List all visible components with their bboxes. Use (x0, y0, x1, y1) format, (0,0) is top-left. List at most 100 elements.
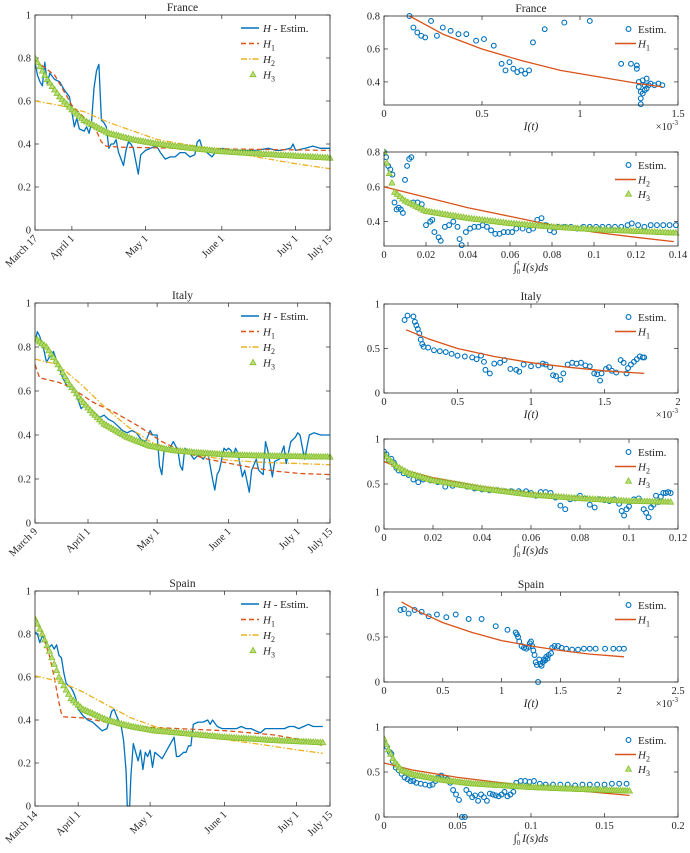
legend-label: H2 (262, 342, 275, 356)
data-point (425, 344, 432, 351)
legend-item[interactable]: H1 (615, 39, 650, 53)
data-point (492, 623, 499, 630)
data-point (391, 199, 398, 206)
data-point (502, 67, 509, 74)
x-tick-label: 2.5 (671, 686, 684, 697)
data-point (455, 31, 462, 38)
legend-label: Estim. (638, 24, 667, 36)
y-tick-label: 0.8 (18, 343, 31, 354)
legend-item[interactable]: Estim. (625, 600, 667, 612)
data-point (621, 512, 628, 519)
legend-var: H (637, 39, 647, 51)
y-tick-label: 1 (26, 587, 31, 598)
legend-item[interactable]: H2 (241, 54, 275, 68)
data-point (633, 356, 640, 363)
legend-item[interactable]: H2 (615, 462, 650, 476)
data-point (408, 154, 415, 161)
legend-suffix: Estim. (638, 600, 667, 612)
data-point (437, 237, 444, 244)
y-tick-label: 0.2 (18, 475, 31, 486)
data-point (561, 19, 568, 26)
data-point (483, 797, 490, 804)
legend-label: Estim. (638, 160, 667, 172)
data-point (413, 322, 420, 329)
data-point (562, 506, 569, 513)
legend-item[interactable]: H2 (615, 750, 650, 764)
triangle-marker (384, 745, 393, 753)
triangle-marker (387, 750, 395, 757)
integral-upper: t (517, 542, 519, 550)
triangle-marker (40, 635, 49, 643)
legend-item[interactable]: H1 (241, 327, 275, 341)
legend-item[interactable]: H3 (624, 764, 650, 778)
data-point (520, 361, 527, 368)
data-point (659, 82, 666, 89)
chart-title: France (167, 2, 198, 14)
x-tick-label: 0.12 (669, 533, 687, 544)
legend-item[interactable]: H1 (615, 615, 650, 629)
legend-item[interactable]: Estim. (625, 24, 667, 36)
legend-sub: 2 (646, 180, 650, 189)
legend-item[interactable]: Estim. (625, 312, 667, 324)
triangle-marker (666, 497, 675, 505)
panel-spain-time: Spain March 14 April 1 May 1 June 1 July 1 Jul… (4, 578, 335, 846)
series-estim (384, 740, 630, 820)
legend-item[interactable]: H2 (241, 630, 275, 644)
data-point (597, 377, 604, 384)
data-point (491, 360, 498, 367)
data-point (630, 358, 637, 365)
legend-item[interactable]: H3 (249, 70, 275, 84)
legend-var: H (262, 23, 272, 35)
data-point (433, 32, 440, 39)
legend-item[interactable]: H1 (241, 39, 275, 53)
triangle-marker (61, 372, 69, 380)
legend-item[interactable]: Estim. (625, 160, 667, 172)
y-tick-label: 0.8 (18, 630, 31, 641)
series-layer (35, 614, 327, 807)
x-label-text: I(t) (523, 409, 539, 421)
legend-item[interactable]: H1 (241, 615, 275, 629)
series-h3 (384, 148, 680, 236)
data-point (463, 31, 470, 38)
legend-item[interactable]: H - Estim. (241, 599, 309, 611)
data-point (618, 60, 625, 67)
legend-item[interactable]: H - Estim. (241, 23, 309, 35)
legend-var: H (262, 615, 272, 627)
legend-item[interactable]: H1 (615, 327, 650, 341)
y-tick-label: 0.6 (367, 182, 380, 193)
legend-item[interactable]: H3 (624, 476, 650, 490)
series-layer (35, 53, 334, 175)
x-tick-label: 1 (577, 109, 582, 120)
legend: Estim. H1 (615, 600, 667, 629)
legend-item[interactable]: Estim. (625, 447, 667, 459)
data-point (401, 317, 408, 323)
legend-item[interactable]: H2 (615, 175, 650, 189)
y-tick-label: 0 (375, 389, 380, 400)
triangle-marker (36, 62, 44, 70)
legend-item[interactable]: Estim. (625, 735, 667, 747)
series-estim-line (35, 631, 323, 807)
triangle-marker (50, 85, 59, 93)
legend-item[interactable]: H3 (624, 189, 650, 203)
circle-marker-icon (625, 26, 632, 32)
data-point (454, 223, 461, 230)
data-point (486, 790, 493, 797)
triangle-marker-icon (624, 476, 633, 484)
data-point (643, 509, 650, 516)
legend-sub: 2 (271, 59, 275, 68)
legend-item[interactable]: H3 (249, 358, 275, 372)
data-point (667, 490, 674, 496)
exponent-base: ×10 (656, 122, 672, 133)
legend-item[interactable]: H - Estim. (241, 311, 309, 323)
legend-item[interactable]: H2 (241, 342, 275, 356)
integral-lower: 0 (517, 839, 521, 847)
legend-label: H2 (637, 462, 650, 476)
series-h2-line (35, 100, 331, 170)
data-point (516, 368, 523, 375)
data-point (439, 24, 446, 31)
x-tick-label: 0.06 (501, 250, 519, 261)
legend-label: H1 (637, 615, 650, 629)
legend-item[interactable]: H3 (249, 646, 275, 660)
integral-sign: ∫ (513, 545, 518, 557)
